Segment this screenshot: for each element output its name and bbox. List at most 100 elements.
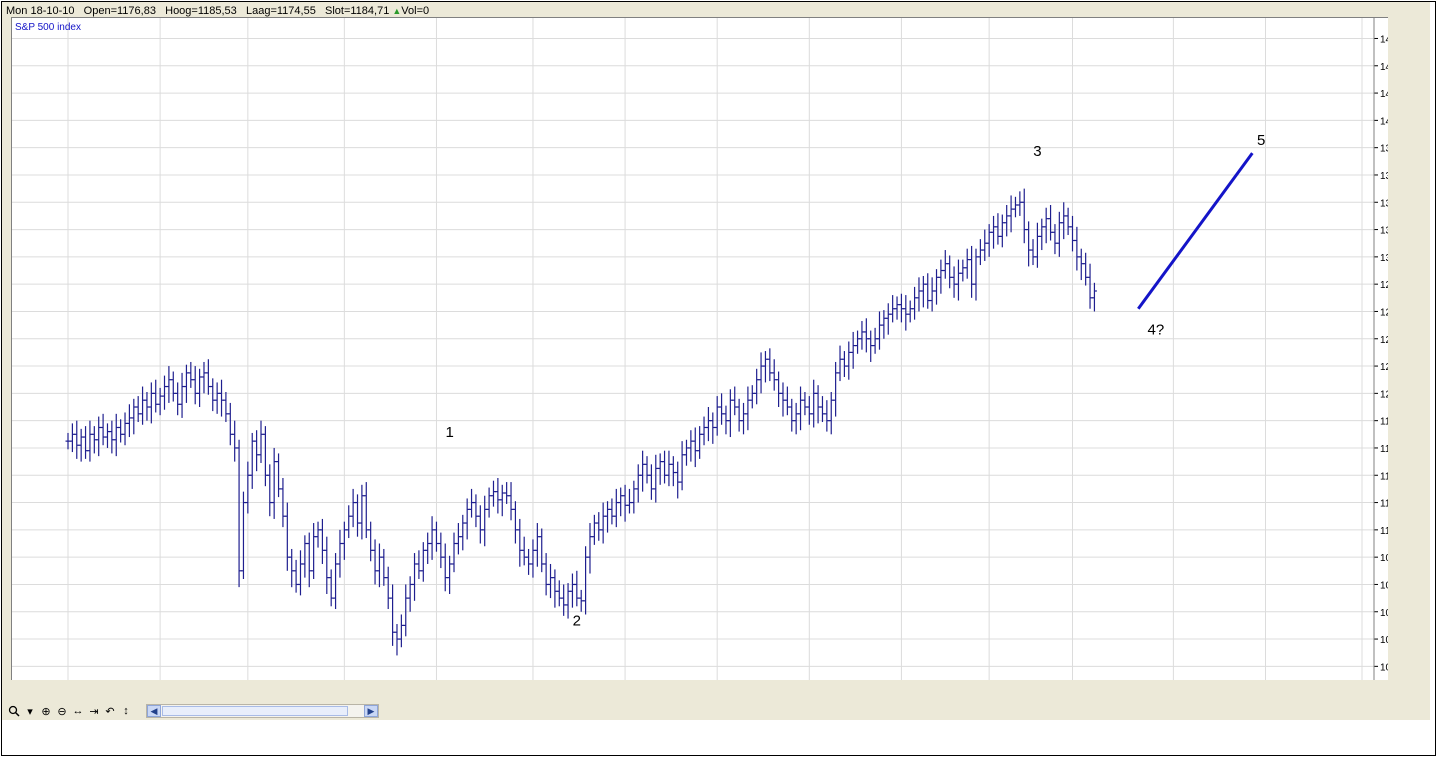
ohlc-bar <box>876 311 882 350</box>
ohlc-bar <box>416 550 422 579</box>
ohlc-bar <box>223 391 229 423</box>
ohlc-bar <box>1065 207 1071 236</box>
wave-5-projection-line <box>1137 152 1254 310</box>
ohlc-bar <box>495 477 501 514</box>
fit-horizontal-icon[interactable]: ↔ <box>72 705 84 717</box>
ohlc-bar <box>947 255 953 289</box>
ohlc-bar <box>65 432 71 450</box>
zoom-in-icon[interactable]: ⊕ <box>41 705 51 718</box>
y-tick-label: 1200 <box>1380 389 1388 400</box>
ohlc-bar <box>157 387 163 416</box>
ohlc-bar <box>1069 215 1075 252</box>
y-tick-label: 1460 <box>1380 34 1388 45</box>
ohlc-bar <box>1087 263 1093 309</box>
ohlc-bar <box>995 213 1001 245</box>
ohlc-bar <box>552 569 558 608</box>
ohlc-bar <box>135 396 141 423</box>
ohlc-bar <box>929 277 935 312</box>
ohlc-bar <box>622 484 628 522</box>
ohlc-bar <box>1017 191 1023 216</box>
scrollbar-thumb[interactable] <box>162 706 348 716</box>
ohlc-bar <box>776 371 782 408</box>
ohlc-bar <box>898 293 904 323</box>
ohlc-bar <box>87 420 93 462</box>
ohlc-bar <box>1026 221 1032 267</box>
y-tick-label: 1300 <box>1380 253 1388 264</box>
ohlc-bar <box>183 364 189 403</box>
ohlc-bar <box>565 583 571 619</box>
ohlc-bar <box>148 382 154 424</box>
ohlc-bar <box>96 416 102 457</box>
ohlc-bar <box>1052 224 1058 255</box>
ohlc-bar <box>846 341 852 380</box>
y-tick-label: 1220 <box>1380 362 1388 373</box>
ohlc-bar <box>249 432 255 489</box>
wave-annotations: 1 2 3 4? 5 <box>445 132 1265 629</box>
ohlc-bar <box>333 553 339 610</box>
ohlc-bar <box>1056 211 1062 257</box>
scroll-right-icon[interactable]: ▶ <box>364 705 378 717</box>
ohlc-bar <box>569 573 575 608</box>
scroll-left-icon[interactable]: ◀ <box>147 705 161 717</box>
ohlc-bar <box>447 555 453 595</box>
ohlc-bar <box>1004 204 1010 237</box>
ohlc-bar <box>920 275 926 308</box>
ohlc-bar <box>433 521 439 552</box>
zoom-out-icon[interactable]: ⊖ <box>57 705 67 718</box>
ohlc-bar <box>78 428 84 462</box>
scroll-to-end-icon[interactable]: ⇥ <box>89 705 99 718</box>
ohlc-bar <box>741 402 747 435</box>
ohlc-bar <box>390 584 396 646</box>
ohlc-bar <box>284 502 290 571</box>
ohlc-bar <box>850 331 856 369</box>
ohlc-bar <box>688 430 694 462</box>
y-tick-label: 1080 <box>1380 553 1388 564</box>
ohlc-bar <box>473 494 479 528</box>
ohlc-bar <box>868 330 874 362</box>
ohlc-bar <box>175 382 181 416</box>
chart-toolbar: ▾ ⊕ ⊖ ↔ ⇥ ↶ ↕ <box>6 703 134 719</box>
ohlc-bar <box>381 548 387 586</box>
ohlc-bar <box>460 514 466 551</box>
magnifier-icon[interactable] <box>6 703 22 719</box>
ohlc-bar <box>403 584 409 637</box>
ohlc-bar <box>1048 204 1054 241</box>
ohlc-bar <box>828 391 834 435</box>
y-tick-label: 1280 <box>1380 280 1388 291</box>
ohlc-bar <box>859 321 865 350</box>
ohlc-bar <box>710 412 716 444</box>
y-tick-label: 1100 <box>1380 526 1388 537</box>
ohlc-bar <box>793 402 799 435</box>
zoom-dropdown-icon[interactable]: ▾ <box>27 705 33 718</box>
ohlc-bar <box>162 375 168 410</box>
y-tick-label: 1400 <box>1380 116 1388 127</box>
ohlc-bar <box>512 501 518 544</box>
chart-title: S&P 500 index <box>15 22 81 33</box>
ohlc-bar <box>780 382 786 417</box>
ohlc-bar <box>293 559 299 593</box>
horizontal-scrollbar[interactable]: ◀ ▶ <box>146 704 379 718</box>
ohlc-bar <box>201 361 207 394</box>
vertical-scale-icon[interactable]: ↕ <box>123 705 129 717</box>
ohlc-bar <box>477 505 483 544</box>
ohlc-bar <box>394 624 400 656</box>
y-axis: 1000 1020 1040 1060 1080 1100 1120 1140 1160 1180… <box>1373 18 1388 680</box>
readout-vol: Vol=0 <box>401 5 430 17</box>
ohlc-bar <box>982 229 988 261</box>
wave-label: 1 <box>445 424 453 441</box>
ohlc-bar <box>912 286 918 320</box>
ohlc-bar <box>385 566 391 610</box>
ohlc-bar <box>109 420 115 454</box>
wave-label: 2 <box>573 612 581 629</box>
ohlc-bar <box>692 427 698 468</box>
ohlc-bar <box>508 482 514 521</box>
ohlc-bar <box>697 426 703 459</box>
ohlc-bars <box>65 188 1097 656</box>
undo-zoom-icon[interactable]: ↶ <box>105 705 115 718</box>
ohlc-bar <box>311 523 317 579</box>
ohlc-bar <box>359 484 365 540</box>
ohlc-bar <box>1091 282 1097 312</box>
ohlc-bar <box>855 330 861 354</box>
